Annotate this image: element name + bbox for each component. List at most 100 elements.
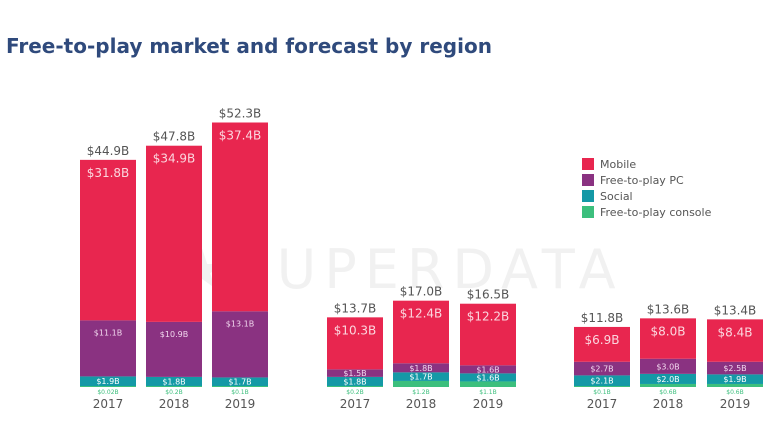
label-console-g0-2018: $0.2B [165,389,182,396]
label-mobile-g2-2019: $8.4B [718,325,753,339]
bar-console-g0-2019 [212,386,268,387]
label-console-g1-2018: $1.2B [412,389,429,396]
bar-mobile-g1-2019 [460,303,516,366]
label-pc-g0-2017: $11.1B [94,328,122,337]
x-tick-g1-2019: 2019 [473,397,504,411]
label-console-g1-2019: $1.1B [479,389,496,396]
label-console-g2-2019: $0.6B [726,389,743,396]
label-social-g1-2019: $1.6B [476,373,499,382]
label-mobile-g1-2019: $12.2B [467,310,510,324]
label-pc-g2-2019: $2.5B [723,364,746,373]
legend-label-social: Social [600,189,633,203]
bar-console-g1-2019 [460,381,516,387]
bar-console-g0-2017 [80,386,136,387]
bar-console-g2-2018 [640,383,696,387]
x-tick-g0-2019: 2019 [225,397,256,411]
bar-social-g0-2019 [212,377,268,386]
bar-console-g1-2017 [327,385,383,387]
label-pc-g0-2019: $13.1B [226,319,254,328]
bar-social-g1-2018 [393,372,449,381]
total-label-g1-2018: $17.0B [400,285,443,299]
bar-pc-g0-2018 [146,321,202,377]
bar-mobile-g1-2017 [327,317,383,370]
label-pc-g1-2018: $1.8B [409,364,432,373]
label-pc-g2-2018: $3.0B [656,362,679,371]
label-console-g0-2019: $0.1B [231,389,248,396]
x-tick-g2-2017: 2017 [587,397,618,411]
legend-swatch-console [582,206,594,218]
legend-item-console: Free-to-play console [582,204,711,220]
bar-social-g2-2019 [707,374,763,384]
bar-pc-g2-2018 [640,358,696,374]
label-mobile-g1-2017: $10.3B [334,323,377,337]
label-pc-g1-2019: $1.6B [476,365,499,374]
label-social-g0-2017: $1.9B [96,377,119,386]
bar-mobile-g1-2018 [393,300,449,364]
label-pc-g2-2017: $2.7B [590,365,613,374]
x-tick-g0-2018: 2018 [159,397,190,411]
label-mobile-g0-2018: $34.9B [153,152,196,166]
label-social-g2-2017: $2.1B [590,377,613,386]
legend-item-social: Social [582,188,711,204]
bar-pc-g0-2019 [212,311,268,378]
legend-label-console: Free-to-play console [600,205,712,219]
bar-pc-g2-2017 [574,361,630,376]
bar-pc-g1-2018 [393,363,449,373]
label-social-g0-2019: $1.7B [228,378,251,387]
label-mobile-g2-2018: $8.0B [651,324,686,338]
bar-console-g2-2017 [574,386,630,387]
label-mobile-g0-2017: $31.8B [87,166,130,180]
x-tick-g2-2018: 2018 [653,397,684,411]
bar-mobile-g0-2018 [146,145,202,322]
total-label-g0-2017: $44.9B [87,144,130,158]
bar-social-g2-2017 [574,375,630,386]
label-social-g2-2019: $1.9B [723,375,746,384]
legend-label-pc: Free-to-play PC [600,173,684,187]
bar-social-g0-2017 [80,376,136,386]
legend-swatch-mobile [582,158,594,170]
label-mobile-g0-2019: $37.4B [219,129,262,143]
label-pc-g1-2017: $1.5B [343,369,366,378]
label-social-g2-2018: $2.0B [656,375,679,384]
bar-console-g1-2018 [393,380,449,387]
bar-mobile-g2-2017 [574,326,630,362]
label-console-g1-2017: $0.2B [346,389,363,396]
label-console-g2-2017: $0.1B [593,389,610,396]
bar-console-g0-2018 [146,385,202,387]
bar-mobile-g0-2017 [80,159,136,321]
total-label-g2-2017: $11.8B [581,311,624,325]
bar-social-g0-2018 [146,376,202,386]
legend-label-mobile: Mobile [600,157,637,171]
chart-title: Free-to-play market and forecast by regi… [6,34,492,58]
label-console-g2-2018: $0.6B [659,389,676,396]
label-pc-g0-2018: $10.9B [160,330,188,339]
label-console-g0-2017: $0.02B [97,389,118,396]
legend-swatch-social [582,190,594,202]
bar-social-g1-2017 [327,376,383,386]
total-label-g0-2018: $47.8B [153,130,196,144]
bar-mobile-g0-2019 [212,122,268,312]
bar-mobile-g2-2019 [707,319,763,362]
total-label-g1-2019: $16.5B [467,288,510,302]
bar-social-g2-2018 [640,373,696,384]
legend-swatch-pc [582,174,594,186]
bar-pc-g2-2019 [707,361,763,375]
total-label-g1-2017: $13.7B [334,301,377,315]
total-label-g2-2018: $13.6B [647,302,690,316]
label-social-g1-2017: $1.8B [343,377,366,386]
bar-pc-g1-2017 [327,369,383,377]
bar-pc-g0-2017 [80,320,136,377]
label-mobile-g1-2018: $12.4B [400,307,443,321]
total-label-g2-2019: $13.4B [714,303,757,317]
total-label-g0-2019: $52.3B [219,107,262,121]
bar-pc-g1-2019 [460,365,516,374]
legend-item-mobile: Mobile [582,156,711,172]
x-tick-g0-2017: 2017 [93,397,124,411]
x-tick-g1-2017: 2017 [340,397,371,411]
legend: Mobile Free-to-play PC Social Free-to-pl… [582,156,711,220]
bar-console-g2-2019 [707,383,763,387]
x-tick-g2-2019: 2019 [720,397,751,411]
label-social-g1-2018: $1.7B [409,373,432,382]
legend-item-pc: Free-to-play PC [582,172,711,188]
